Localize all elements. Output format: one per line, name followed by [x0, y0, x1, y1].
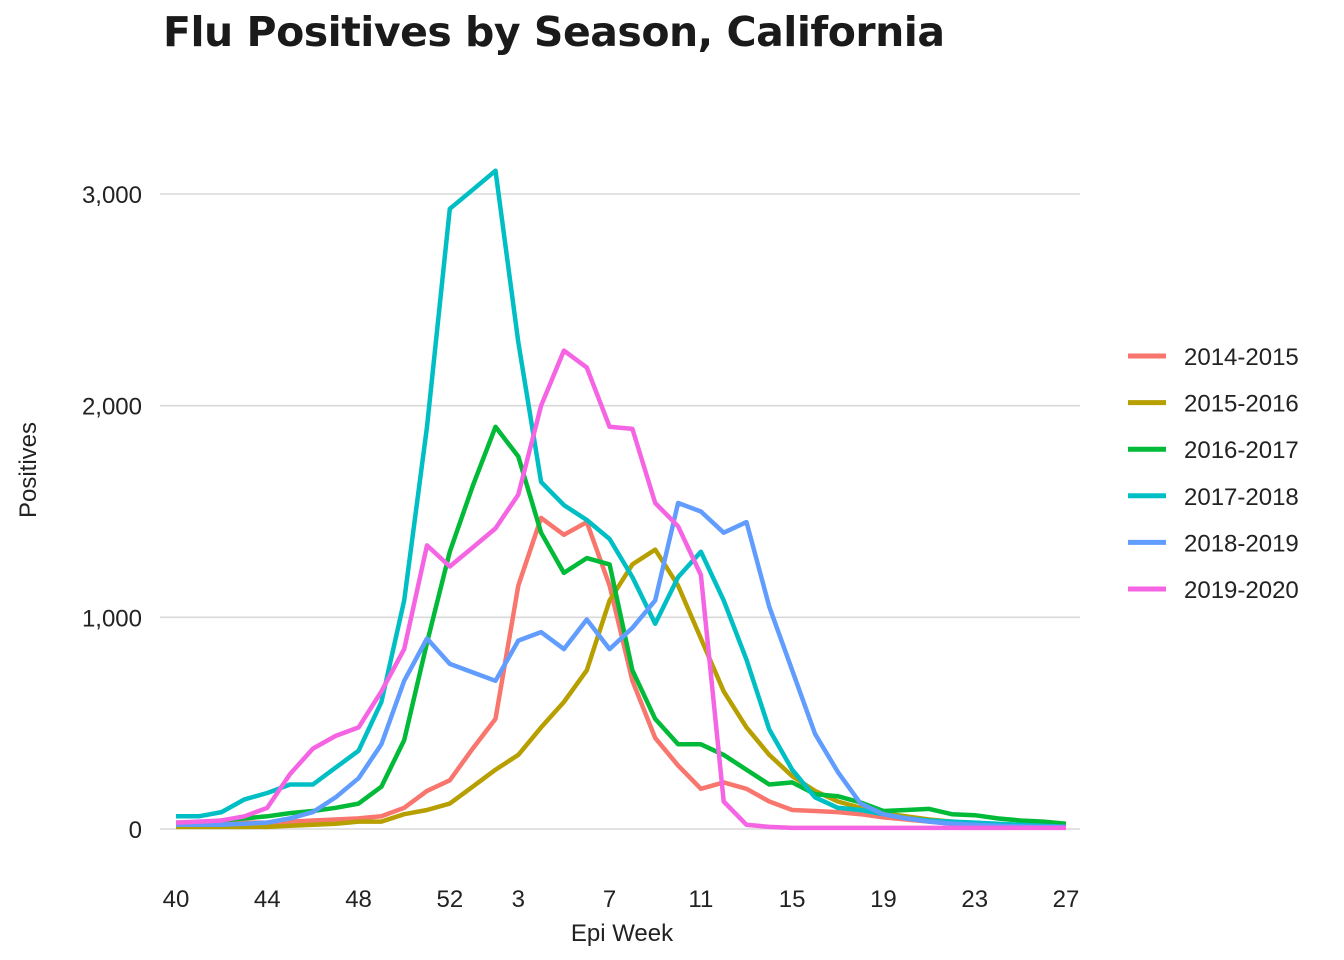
- gridlines: [160, 193, 1080, 830]
- x-tick-label: 40: [163, 886, 190, 913]
- legend-label: 2014-2015: [1184, 344, 1299, 371]
- y-tick-label: 0: [129, 817, 142, 844]
- x-tick-label: 15: [779, 886, 806, 913]
- x-tick-label: 27: [1053, 886, 1080, 913]
- x-tick-label: 23: [961, 886, 988, 913]
- x-tick-label: 7: [603, 886, 616, 913]
- legend-label: 2019-2020: [1184, 577, 1299, 604]
- x-tick-label: 3: [512, 886, 525, 913]
- x-axis-title: Epi Week: [571, 920, 674, 947]
- legend-label: 2018-2019: [1184, 530, 1299, 557]
- y-tick-label: 3,000: [82, 182, 142, 209]
- legend-label: 2017-2018: [1184, 484, 1299, 511]
- y-tick-label: 2,000: [82, 394, 142, 421]
- series-line-2014-2015: [176, 515, 1066, 830]
- legend-label: 2016-2017: [1184, 437, 1299, 464]
- series-line-2016-2017: [176, 424, 1067, 826]
- legend: 2014-2015 2015-2016 2016-2017 2017-2018 2018…: [1128, 344, 1299, 604]
- y-axis-title: Positives: [15, 422, 42, 518]
- series-line-2018-2019: [176, 500, 1066, 830]
- legend-label: 2015-2016: [1184, 391, 1299, 418]
- x-tick-label: 19: [870, 886, 897, 913]
- chart-title: Flu Positives by Season, California: [163, 8, 945, 56]
- y-axis-ticks: 0 1,000 2,000 3,000: [82, 182, 142, 844]
- x-tick-label: 52: [436, 886, 463, 913]
- x-tick-label: 48: [345, 886, 372, 913]
- y-tick-label: 1,000: [82, 605, 142, 632]
- series-line-2017-2018: [176, 168, 1067, 830]
- x-tick-label: 11: [688, 886, 713, 913]
- series-lines: [175, 168, 1067, 831]
- series-line-2019-2020: [175, 348, 1066, 831]
- x-tick-label: 44: [254, 886, 281, 913]
- x-axis-ticks: 40 44 48 52 3 7 11 15 19 23 27: [163, 886, 1080, 913]
